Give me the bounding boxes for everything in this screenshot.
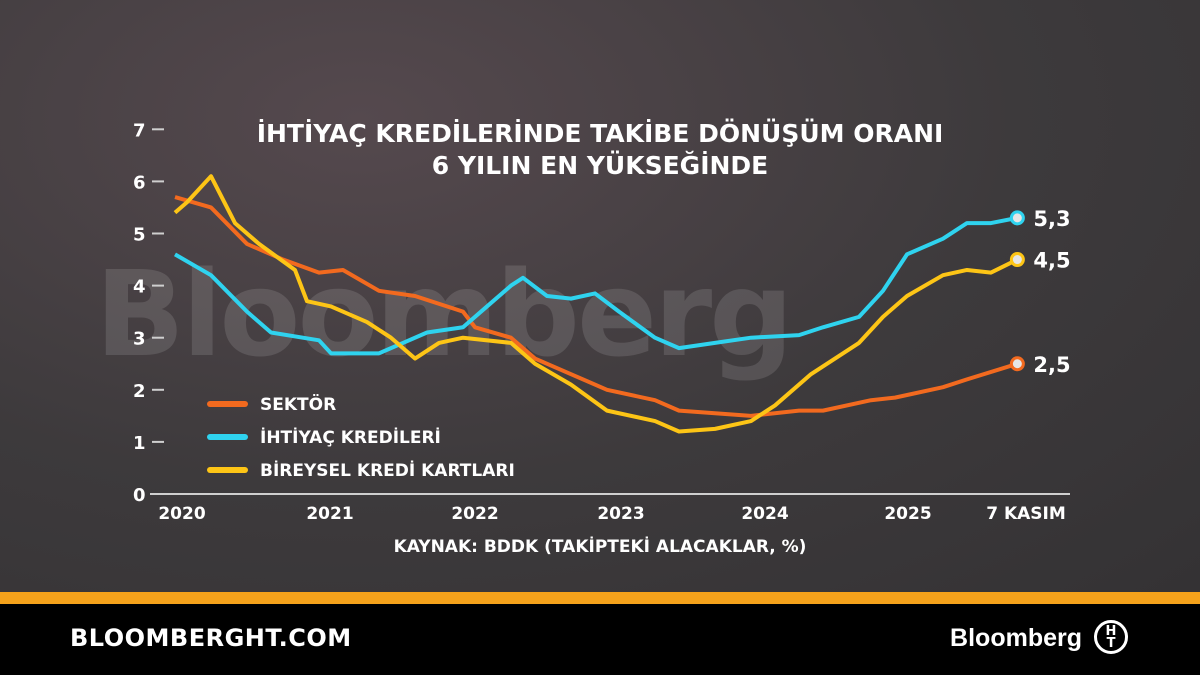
y-tick-label: 7 [133,120,146,141]
title-line-1: İHTİYAÇ KREDİLERİNDE TAKİBE DÖNÜŞÜM ORAN… [256,119,944,148]
series-end-marker-0 [1009,356,1025,372]
accent-strip [0,592,1200,604]
y-tick-label: 2 [133,381,146,402]
series-line-1 [173,215,1018,356]
y-tick-label: 6 [133,172,146,193]
brand-logo: Bloomberg [950,624,1082,652]
x-tick-label: 2024 [741,504,788,524]
y-tick-label: 3 [133,329,146,350]
chart-title: İHTİYAÇ KREDİLERİNDE TAKİBE DÖNÜŞÜM ORAN… [0,118,1200,182]
x-tick-label: 7 KASIM [986,504,1066,524]
x-tick-label: 2025 [884,504,931,524]
y-tick-label: 4 [133,277,146,298]
series-line-2 [173,174,1019,434]
site-url[interactable]: BLOOMBERGHT.COM [70,624,352,652]
line-chart: 0 1 2 3 4 5 6 7 2020 2021 2022 2023 2024 2025 7 KASIM 2… [133,120,1071,524]
series-end-label: 4,5 [1033,249,1070,273]
series-end-marker-1 [1009,210,1025,226]
x-tick-label: 2020 [158,504,205,524]
y-tick-label: 5 [133,225,146,246]
legend-label: SEKTÖR [260,393,336,415]
bloomberg-watermark: Bloomberg [95,245,794,383]
x-tick-label: 2023 [597,504,644,524]
series-end-label: 5,3 [1033,207,1070,231]
series-end-marker-2 [1009,252,1025,268]
legend-label: İHTİYAÇ KREDİLERİ [260,426,441,448]
y-tick-label: 0 [133,485,146,506]
source-note: KAYNAK: BDDK (TAKİPTEKİ ALACAKLAR, %) [393,537,807,557]
title-line-2: 6 YILIN EN YÜKSEĞİNDE [431,151,769,180]
y-tick-label: 1 [133,433,146,454]
legend-label: BİREYSEL KREDİ KARTLARI [260,459,515,481]
x-tick-label: 2021 [306,504,353,524]
series-line-0 [174,195,1018,418]
x-tick-label: 2022 [451,504,498,524]
series-end-label: 2,5 [1033,353,1070,377]
